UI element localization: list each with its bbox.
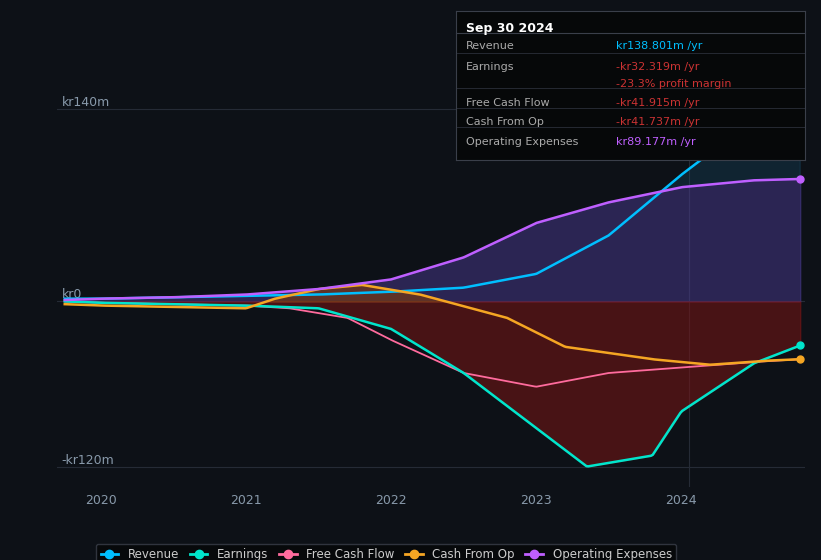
Text: kr138.801m /yr: kr138.801m /yr bbox=[616, 41, 703, 51]
Text: -kr32.319m /yr: -kr32.319m /yr bbox=[616, 62, 699, 72]
Text: kr0: kr0 bbox=[62, 288, 82, 301]
Text: 2021: 2021 bbox=[230, 494, 262, 507]
Text: Cash From Op: Cash From Op bbox=[466, 117, 544, 127]
Text: 2020: 2020 bbox=[85, 494, 117, 507]
Text: Earnings: Earnings bbox=[466, 62, 515, 72]
Text: Operating Expenses: Operating Expenses bbox=[466, 137, 579, 147]
Legend: Revenue, Earnings, Free Cash Flow, Cash From Op, Operating Expenses: Revenue, Earnings, Free Cash Flow, Cash … bbox=[96, 544, 677, 560]
Text: 2024: 2024 bbox=[666, 494, 697, 507]
Text: 2023: 2023 bbox=[521, 494, 552, 507]
Text: -23.3% profit margin: -23.3% profit margin bbox=[616, 79, 732, 88]
Text: 2022: 2022 bbox=[375, 494, 407, 507]
Text: -kr41.737m /yr: -kr41.737m /yr bbox=[616, 117, 699, 127]
Text: -kr120m: -kr120m bbox=[62, 454, 115, 466]
Text: kr140m: kr140m bbox=[62, 96, 110, 109]
Text: kr89.177m /yr: kr89.177m /yr bbox=[616, 137, 695, 147]
Text: Sep 30 2024: Sep 30 2024 bbox=[466, 22, 553, 35]
Text: Revenue: Revenue bbox=[466, 41, 515, 51]
Text: Free Cash Flow: Free Cash Flow bbox=[466, 98, 550, 108]
Text: -kr41.915m /yr: -kr41.915m /yr bbox=[616, 98, 699, 108]
